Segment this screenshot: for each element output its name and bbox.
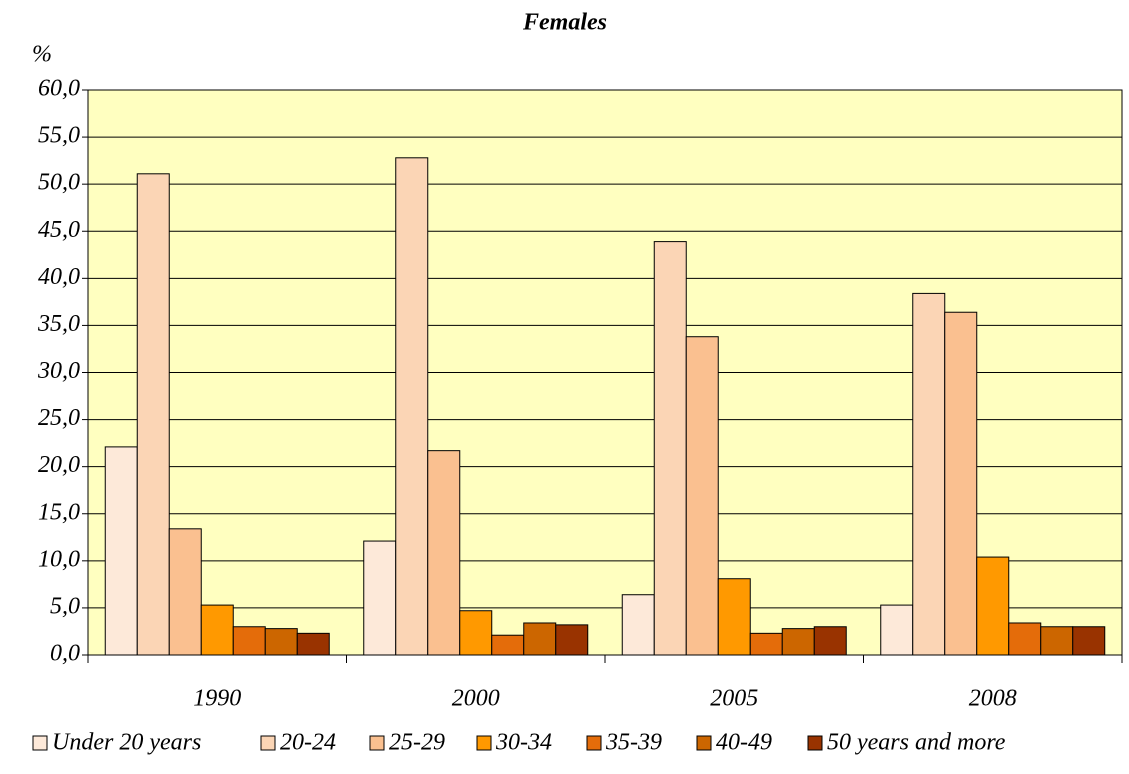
x-tick-label: 2005 — [710, 686, 758, 712]
y-tick-label: 5,0 — [50, 593, 80, 619]
bar — [427, 450, 461, 656]
y-tick-label: 45,0 — [38, 217, 80, 243]
y-axis-label: % — [32, 42, 52, 68]
bar — [717, 578, 751, 656]
bar — [395, 157, 429, 656]
bar — [459, 610, 493, 656]
legend-label: 25-29 — [389, 730, 445, 756]
bar — [296, 632, 330, 656]
bar — [523, 622, 557, 656]
bar — [200, 604, 234, 656]
bar — [880, 604, 914, 656]
legend-swatch — [476, 735, 492, 751]
bar — [912, 292, 946, 656]
bar — [232, 626, 266, 656]
bar — [781, 628, 815, 656]
y-tick-label: 55,0 — [38, 123, 80, 149]
bar — [653, 241, 687, 656]
bar — [976, 556, 1010, 656]
bar — [168, 528, 202, 656]
y-tick-label: 10,0 — [38, 546, 80, 572]
legend-label: 30-34 — [495, 730, 552, 756]
legend-label: 35-39 — [605, 730, 662, 756]
y-tick-label: 35,0 — [37, 311, 80, 337]
x-tick-label: 2000 — [452, 686, 500, 712]
bar — [363, 540, 397, 656]
y-tick-label: 40,0 — [38, 264, 80, 290]
y-tick-label: 20,0 — [38, 452, 80, 478]
y-tick-label: 25,0 — [38, 405, 80, 431]
bar — [749, 632, 783, 656]
bar — [685, 336, 719, 656]
x-tick-label: 1990 — [193, 686, 241, 712]
y-tick-label: 0,0 — [50, 641, 80, 667]
legend-swatch — [32, 735, 48, 751]
bar — [136, 173, 170, 656]
legend-label: Under 20 years — [52, 730, 201, 756]
bar — [264, 628, 298, 656]
legend-label: 20-24 — [280, 730, 336, 756]
y-tick-label: 15,0 — [38, 499, 80, 525]
bar — [1040, 626, 1074, 656]
x-tick-label: 2008 — [969, 686, 1017, 712]
legend-label: 40-49 — [716, 730, 772, 756]
chart-title: Females — [522, 10, 607, 36]
legend-swatch — [696, 735, 712, 751]
bar — [944, 311, 978, 656]
bar — [104, 446, 138, 656]
legend-swatch — [586, 735, 602, 751]
legend-label: 50 years and more — [827, 730, 1006, 756]
legend-swatch — [807, 735, 823, 751]
y-tick-label: 60,0 — [38, 76, 80, 102]
bar — [621, 594, 655, 656]
bar — [1008, 622, 1042, 656]
bar — [555, 624, 589, 656]
y-tick-label: 50,0 — [38, 170, 80, 196]
y-tick-label: 30,0 — [37, 358, 80, 384]
bar — [813, 626, 847, 656]
bar — [1072, 626, 1106, 656]
legend-swatch — [369, 735, 385, 751]
legend-swatch — [260, 735, 276, 751]
bar — [491, 634, 525, 656]
